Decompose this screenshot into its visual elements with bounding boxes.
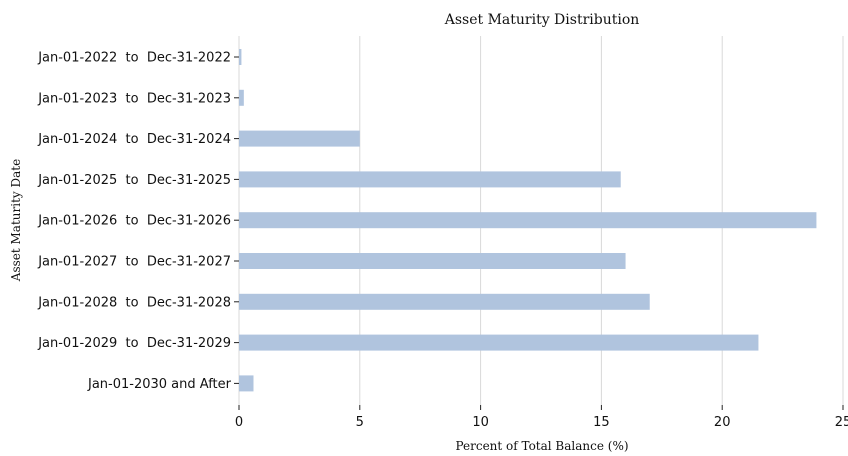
bar bbox=[239, 49, 242, 65]
bar bbox=[239, 212, 817, 229]
x-tick-label: 15 bbox=[593, 415, 610, 430]
x-tick-label: 20 bbox=[714, 415, 731, 430]
bar bbox=[239, 253, 626, 269]
x-tick-label: 10 bbox=[472, 415, 489, 430]
bar bbox=[239, 334, 759, 351]
category-label: Jan-01-2030 and After bbox=[87, 377, 232, 392]
x-tick-label: 5 bbox=[356, 415, 364, 430]
category-label: Jan-01-2027 to Dec-31-2027 bbox=[37, 255, 231, 270]
category-label: Jan-01-2028 to Dec-31-2028 bbox=[37, 295, 231, 310]
category-label: Jan-01-2029 to Dec-31-2029 bbox=[37, 336, 231, 351]
x-tick-label: 0 bbox=[235, 415, 243, 430]
x-tick-label: 25 bbox=[835, 415, 848, 430]
bar bbox=[239, 130, 360, 147]
x-axis-ticks: 0 5 10 15 20 25 bbox=[235, 405, 848, 430]
bar bbox=[239, 89, 244, 106]
bar bbox=[239, 293, 650, 310]
category-label: Jan-01-2023 to Dec-31-2023 bbox=[37, 91, 231, 106]
bars bbox=[239, 49, 817, 392]
bar bbox=[239, 375, 254, 392]
y-axis-label: Asset Maturity Date bbox=[9, 159, 23, 282]
chart-title: Asset Maturity Distribution bbox=[444, 12, 640, 28]
category-label: Jan-01-2022 to Dec-31-2022 bbox=[37, 51, 231, 66]
y-axis-ticks: Jan-01-2022 to Dec-31-2022 Jan-01-2023 to… bbox=[37, 51, 239, 392]
bar bbox=[239, 171, 621, 188]
category-label: Jan-01-2026 to Dec-31-2026 bbox=[37, 214, 231, 229]
category-label: Jan-01-2024 to Dec-31-2024 bbox=[37, 132, 231, 147]
category-label: Jan-01-2025 to Dec-31-2025 bbox=[37, 173, 231, 188]
x-axis-label: Percent of Total Balance (%) bbox=[455, 439, 628, 453]
